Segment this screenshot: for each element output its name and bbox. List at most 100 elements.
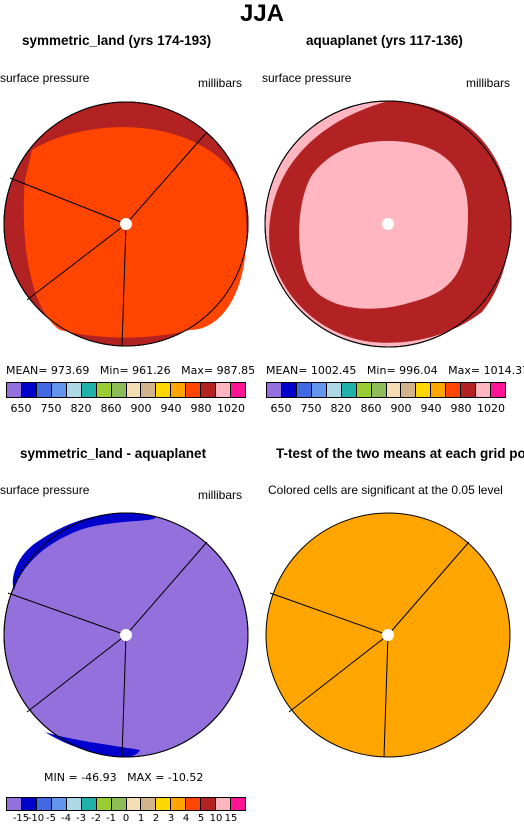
panel1-right-label: millibars — [198, 76, 243, 90]
colorbar-cell — [7, 383, 22, 397]
colorbar-cell — [476, 383, 492, 397]
panel2-left-label: surface pressure — [262, 71, 352, 85]
colorbar-cell — [126, 798, 142, 810]
colorbar-cell — [51, 383, 67, 397]
colorbar-cell — [386, 383, 402, 397]
panel3-right-label: millibars — [198, 488, 243, 502]
colorbar-cell — [66, 798, 82, 810]
panel1-left-label: surface pressure — [0, 71, 90, 85]
colorbar-tick-label: -4 — [61, 813, 71, 824]
colorbar-cell — [171, 383, 187, 397]
colorbar-tick-label: -2 — [91, 813, 101, 824]
colorbar-cell — [281, 383, 297, 397]
panel2-title: aquaplanet (yrs 117-136) — [306, 33, 463, 48]
colorbar-tick-label: -15 — [12, 813, 30, 824]
colorbar-cell — [356, 383, 372, 397]
colorbar-tick-label: -5 — [46, 813, 56, 824]
colorbar-cell — [311, 383, 327, 397]
colorbar-cell — [141, 383, 157, 397]
panel3-title: symmetric_land - aquaplanet — [20, 446, 207, 461]
panel1-colorbar-ticks: 650 750 820 860 900 940 980 1020 — [6, 402, 246, 416]
colorbar-cell — [267, 383, 282, 397]
panel1-map — [3, 101, 249, 347]
colorbar-tick-label: -1 — [106, 813, 116, 824]
colorbar-cell — [216, 798, 232, 810]
colorbar-tick-label: 860 — [100, 402, 122, 415]
colorbar-cell — [201, 798, 217, 810]
colorbar-tick-label: 4 — [182, 813, 190, 824]
colorbar-cell — [446, 383, 462, 397]
colorbar-tick-label: 650 — [270, 402, 292, 415]
colorbar-tick-label: 2 — [152, 813, 160, 824]
colorbar-cell — [21, 798, 37, 810]
panel1-stats: MEAN= 973.69 Min= 961.26 Max= 987.85 — [6, 364, 256, 377]
colorbar-cell — [111, 383, 127, 397]
panel4-title: T-test of the two means at each grid poi… — [276, 446, 524, 461]
panel3-colorbar-ticks: -15 -10 -5 -4 -3 -2 -1 0 1 2 3 4 5 10 15 — [6, 813, 246, 825]
colorbar-cell — [371, 383, 387, 397]
colorbar-cell — [186, 798, 202, 810]
panel1-title: symmetric_land (yrs 174-193) — [22, 33, 212, 48]
colorbar-tick-label: 0 — [122, 813, 130, 824]
colorbar-tick-label: 980 — [450, 402, 472, 415]
colorbar-tick-label: 820 — [70, 402, 92, 415]
panel3-colorbar — [6, 797, 246, 811]
colorbar-tick-label: 650 — [10, 402, 32, 415]
colorbar-cell — [416, 383, 432, 397]
colorbar-cell — [171, 798, 187, 810]
colorbar-cell — [81, 798, 97, 810]
colorbar-tick-label: -3 — [76, 813, 86, 824]
colorbar-tick-label: 980 — [190, 402, 212, 415]
colorbar-cell — [156, 798, 172, 810]
colorbar-tick-label: 10 — [209, 813, 223, 824]
colorbar-cell — [461, 383, 477, 397]
colorbar-cell — [326, 383, 342, 397]
panel2-map — [264, 100, 512, 348]
colorbar-cell — [36, 383, 52, 397]
panel3-stats: MIN = -46.93 MAX = -10.52 — [44, 771, 204, 784]
colorbar-cell — [111, 798, 127, 810]
colorbar-cell — [216, 383, 232, 397]
colorbar-cell — [96, 383, 112, 397]
colorbar-tick-label: 940 — [160, 402, 182, 415]
colorbar-cell — [36, 798, 52, 810]
colorbar-tick-label: -10 — [27, 813, 45, 824]
colorbar-tick-label: 1020 — [477, 402, 505, 415]
colorbar-tick-label: 3 — [167, 813, 175, 824]
panel3-left-label: surface pressure — [0, 483, 90, 497]
colorbar-cell — [431, 383, 447, 397]
panel3-map — [3, 512, 249, 758]
colorbar-tick-label: 900 — [390, 402, 412, 415]
colorbar-tick-label: 900 — [130, 402, 152, 415]
colorbar-cell — [231, 798, 245, 810]
panel4-subtitle: Colored cells are significant at the 0.0… — [268, 483, 503, 497]
colorbar-cell — [156, 383, 172, 397]
colorbar-cell — [491, 383, 505, 397]
panel2-colorbar-ticks: 650 750 820 860 900 940 980 1020 — [266, 402, 506, 416]
panel2-stats: MEAN= 1002.45 Min= 996.04 Max= 1014.37 — [266, 364, 524, 377]
colorbar-cell — [96, 798, 112, 810]
colorbar-tick-label: 1020 — [217, 402, 245, 415]
colorbar-tick-label: 1 — [137, 813, 145, 824]
colorbar-tick-label: 15 — [224, 813, 238, 824]
colorbar-cell — [186, 383, 202, 397]
colorbar-cell — [231, 383, 245, 397]
colorbar-cell — [81, 383, 97, 397]
colorbar-cell — [51, 798, 67, 810]
colorbar-tick-label: 940 — [420, 402, 442, 415]
colorbar-cell — [296, 383, 312, 397]
panel2-colorbar — [266, 382, 506, 398]
colorbar-tick-label: 750 — [40, 402, 62, 415]
colorbar-tick-label: 750 — [300, 402, 322, 415]
panel1-colorbar — [6, 382, 246, 398]
colorbar-cell — [21, 383, 37, 397]
colorbar-cell — [401, 383, 417, 397]
colorbar-tick-label: 860 — [360, 402, 382, 415]
colorbar-cell — [341, 383, 357, 397]
colorbar-cell — [7, 798, 22, 810]
colorbar-tick-label: 5 — [197, 813, 205, 824]
panel2-right-label: millibars — [466, 76, 511, 90]
colorbar-cell — [201, 383, 217, 397]
colorbar-cell — [126, 383, 142, 397]
page-title: JJA — [239, 0, 285, 27]
